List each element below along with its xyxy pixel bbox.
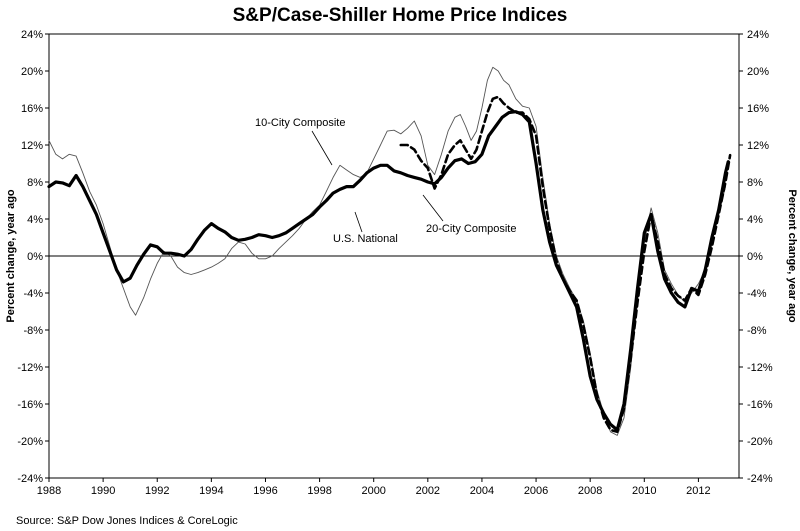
x-axis: 1988 1990 1992 1994 1996 1998 2000 2002 2004 2006… bbox=[37, 478, 711, 497]
y-tick-label-left: 0% bbox=[27, 251, 43, 263]
y-tick-label-right: -16% bbox=[747, 399, 773, 411]
y-tick-label-right: -8% bbox=[747, 325, 767, 337]
y-tick-label-left: -24% bbox=[17, 473, 43, 485]
annotation-leader-line bbox=[311, 130, 333, 166]
y-tick-label-right: -12% bbox=[747, 362, 773, 374]
y-tick-label-left: -4% bbox=[23, 288, 43, 300]
y-tick-label-left: -16% bbox=[17, 399, 43, 411]
y-axis-title-left: Percent change, year ago bbox=[5, 189, 17, 323]
series-us-national bbox=[47, 110, 730, 432]
x-tick-label: 1998 bbox=[307, 485, 331, 497]
y-tick-label-right: 0% bbox=[747, 251, 763, 263]
y-tick-label-left: -12% bbox=[17, 362, 43, 374]
annotation-us-national: U.S. National bbox=[333, 233, 398, 245]
x-tick-label: 2006 bbox=[524, 485, 548, 497]
x-tick-label: 2002 bbox=[416, 485, 440, 497]
x-tick-label: 2000 bbox=[361, 485, 385, 497]
y-tick-label-right: -20% bbox=[747, 436, 773, 448]
y-tick-label-left: -20% bbox=[17, 436, 43, 448]
y-axis-left: 24% 20% 16% 12% 8% 4% 0% -4% -8% -12% -16% -20% -24% bbox=[17, 29, 49, 485]
y-tick-label-right: -24% bbox=[747, 473, 773, 485]
source-note: Source: S&P Dow Jones Indices & CoreLogi… bbox=[16, 515, 238, 527]
y-tick-label-left: 4% bbox=[27, 214, 43, 226]
x-tick-label: 1992 bbox=[145, 485, 169, 497]
x-tick-label: 1994 bbox=[199, 485, 223, 497]
y-tick-label-right: 8% bbox=[747, 177, 763, 189]
annotation-leader-line bbox=[422, 194, 444, 222]
y-tick-label-right: 12% bbox=[747, 140, 769, 152]
y-axis-title-right: Percent change, year ago bbox=[786, 189, 798, 323]
annotation-leader-line bbox=[354, 211, 363, 233]
series-20-city-composite bbox=[399, 95, 732, 434]
y-tick-label-left: 12% bbox=[21, 140, 43, 152]
y-tick-label-left: 8% bbox=[27, 177, 43, 189]
series-layer bbox=[47, 66, 732, 436]
annotations: 10-City Composite U.S. National 20-City Co… bbox=[255, 117, 516, 245]
y-tick-label-right: -4% bbox=[747, 288, 767, 300]
y-tick-label-right: 4% bbox=[747, 214, 763, 226]
x-tick-label: 2012 bbox=[686, 485, 710, 497]
y-tick-label-left: 16% bbox=[21, 103, 43, 115]
x-tick-label: 1996 bbox=[253, 485, 277, 497]
y-tick-label-left: 24% bbox=[21, 29, 43, 41]
x-tick-label: 2004 bbox=[470, 485, 494, 497]
x-tick-label: 1988 bbox=[37, 485, 61, 497]
y-tick-label-right: 16% bbox=[747, 103, 769, 115]
x-tick-label: 2008 bbox=[578, 485, 602, 497]
y-tick-label-left: 20% bbox=[21, 66, 43, 78]
chart-title: S&P/Case-Shiller Home Price Indices bbox=[233, 5, 568, 26]
x-tick-label: 1990 bbox=[91, 485, 115, 497]
annotation-10-city-composite: 10-City Composite bbox=[255, 117, 345, 129]
x-tick-label: 2010 bbox=[632, 485, 656, 497]
y-tick-label-right: 20% bbox=[747, 66, 769, 78]
y-axis-right: 24% 20% 16% 12% 8% 4% 0% -4% -8% -12% -16% -20% -24% bbox=[739, 29, 773, 485]
series-10-city-composite bbox=[48, 66, 726, 436]
y-tick-label-left: -8% bbox=[23, 325, 43, 337]
y-tick-label-right: 24% bbox=[747, 29, 769, 41]
annotation-20-city-composite: 20-City Composite bbox=[426, 223, 516, 235]
